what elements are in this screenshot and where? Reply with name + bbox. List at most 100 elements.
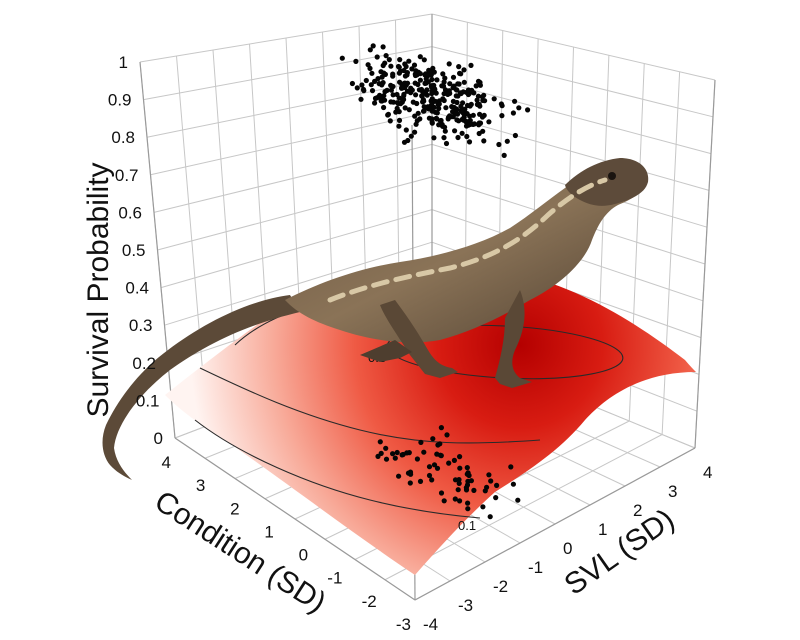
z-axis-title: Survival Probability	[82, 162, 115, 417]
lizard-eye	[608, 172, 616, 180]
data-point-survived	[408, 133, 414, 139]
data-point-died	[457, 465, 463, 471]
data-point-survived	[358, 96, 364, 102]
data-point-survived	[411, 62, 418, 68]
data-point-survived	[382, 97, 388, 103]
data-point-died	[468, 478, 474, 484]
tick-label: 2	[633, 501, 642, 520]
data-point-survived	[436, 105, 442, 112]
data-point-survived	[496, 141, 502, 148]
tick-label: 1	[264, 522, 273, 541]
data-point-survived	[525, 107, 531, 113]
data-point-died	[465, 500, 471, 506]
data-point-died	[408, 471, 414, 477]
data-point-survived	[417, 54, 423, 60]
data-point-survived	[388, 99, 394, 105]
data-point-died	[455, 487, 461, 493]
data-point-died	[435, 442, 441, 448]
tick-label: 0.6	[118, 203, 142, 222]
svl-axis-title: SVL (SD)	[559, 503, 681, 602]
data-point-survived	[480, 128, 486, 134]
data-point-survived	[349, 80, 355, 87]
data-point-survived	[459, 130, 465, 136]
data-point-died	[508, 464, 514, 470]
data-point-died	[407, 480, 413, 486]
data-point-survived	[476, 101, 482, 107]
data-point-survived	[475, 93, 481, 99]
tick-label: -2	[362, 592, 377, 611]
grid-line-right-vertical	[661, 71, 681, 435]
tick-label: 0.5	[122, 241, 146, 260]
tick-label: -2	[493, 577, 508, 596]
lizard-body	[285, 160, 646, 343]
data-point-survived	[454, 99, 460, 106]
data-point-died	[438, 490, 445, 496]
tick-label: -3	[396, 615, 411, 634]
data-point-survived	[481, 92, 487, 98]
data-point-died	[438, 453, 444, 459]
data-point-survived	[412, 72, 419, 79]
data-point-survived	[397, 57, 403, 63]
tick-label: 0	[299, 546, 308, 565]
data-point-survived	[420, 90, 427, 97]
data-point-survived	[461, 114, 467, 120]
data-point-survived	[510, 110, 516, 116]
tick-label: 4	[162, 453, 171, 472]
data-point-died	[441, 498, 447, 504]
data-point-survived	[360, 86, 367, 93]
grid-line-left-vertical	[176, 55, 208, 426]
lizard-hind-foot	[360, 340, 412, 362]
data-point-died	[465, 506, 471, 512]
data-point-survived	[453, 110, 459, 116]
data-point-died	[471, 487, 477, 493]
data-point-survived	[459, 109, 465, 115]
tick-label: 4	[703, 463, 712, 482]
tick-label: 0	[154, 429, 163, 448]
data-point-survived	[450, 74, 457, 80]
data-point-survived	[367, 65, 373, 71]
lizard-hind-leg	[380, 300, 458, 378]
data-point-died	[383, 456, 390, 462]
lizard-head	[565, 158, 649, 206]
data-point-died	[465, 471, 471, 477]
data-point-survived	[431, 104, 437, 110]
axis-frame-line	[694, 79, 716, 449]
data-point-died	[414, 456, 420, 462]
data-point-survived	[417, 116, 423, 122]
data-point-survived	[427, 69, 433, 75]
data-point-died	[430, 436, 436, 442]
data-point-survived	[461, 67, 467, 73]
data-point-died	[377, 439, 383, 445]
data-point-survived	[446, 61, 452, 67]
tick-label: -1	[528, 558, 543, 577]
data-point-survived	[390, 92, 396, 98]
lizard-tail	[102, 295, 300, 480]
data-point-survived	[396, 64, 402, 70]
tick-label: 0.9	[108, 91, 132, 110]
data-point-survived	[468, 62, 474, 68]
lizard-front-leg	[495, 290, 532, 388]
data-point-survived	[374, 54, 380, 60]
data-point-died	[487, 514, 493, 520]
data-point-died	[452, 496, 458, 502]
data-point-survived	[458, 103, 464, 109]
data-point-survived	[440, 71, 446, 77]
data-point-died	[488, 478, 494, 484]
data-point-died	[444, 432, 450, 438]
data-point-survived	[467, 121, 473, 127]
data-point-survived	[367, 47, 373, 53]
data-point-died	[375, 453, 381, 459]
data-point-survived	[387, 118, 393, 124]
data-point-died	[510, 481, 516, 487]
data-point-survived	[396, 123, 402, 129]
data-point-survived	[359, 82, 365, 88]
data-point-survived	[441, 97, 447, 104]
tick-label: 0.7	[115, 166, 139, 185]
data-point-died	[446, 460, 452, 466]
data-point-died	[390, 451, 396, 457]
data-point-died	[421, 449, 427, 455]
data-point-survived	[406, 58, 412, 64]
data-point-survived	[499, 113, 505, 119]
data-point-survived	[372, 100, 378, 106]
data-point-died	[383, 445, 389, 451]
